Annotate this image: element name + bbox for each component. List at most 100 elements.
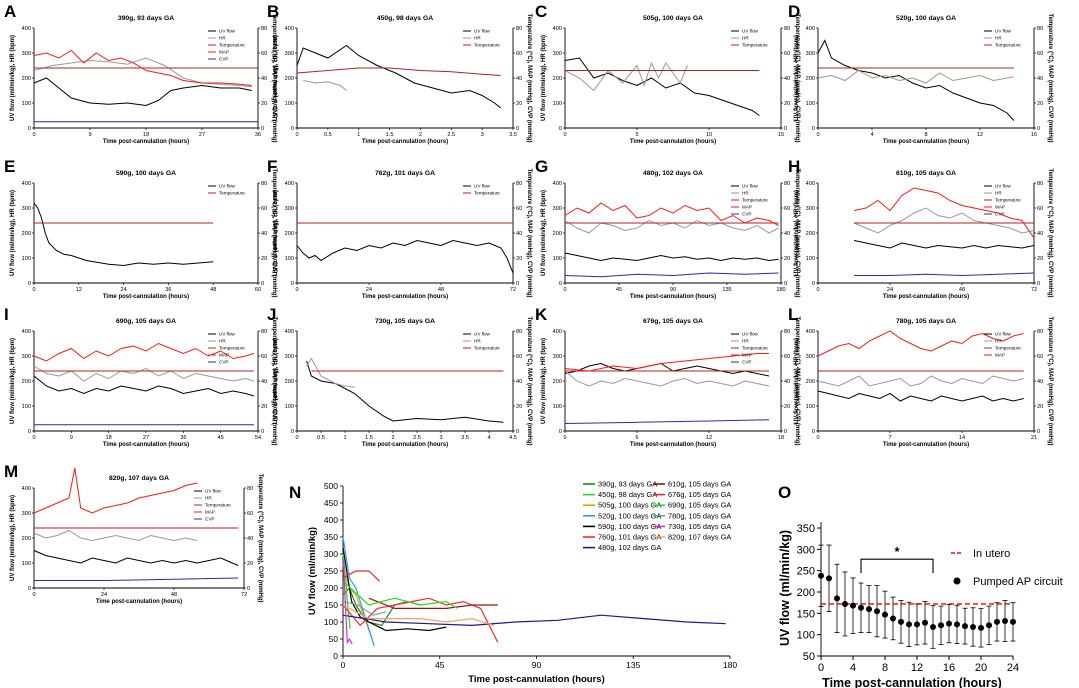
legend-label: HR: [742, 339, 749, 344]
x-tick-label: 135: [626, 660, 640, 670]
legend-label: 820g, 107 days GA: [668, 533, 731, 542]
x-tick-label: 1: [343, 435, 346, 441]
data-point: [866, 606, 872, 613]
y-axis-label: UV flow (ml/min/kg), HR (bpm): [10, 35, 16, 121]
panel-title: 762g, 101 days GA: [375, 170, 435, 177]
legend-label: MAP: [742, 353, 752, 358]
series-line: [342, 560, 353, 645]
series-line-cvp: [564, 272, 779, 278]
data-point: [986, 622, 992, 629]
y-tick-label: 200: [285, 379, 294, 385]
series-line-cvp: [854, 272, 1035, 277]
y-tick-label: 400: [285, 181, 294, 187]
legend-label: HR: [742, 36, 749, 41]
y2-tick-label: 20: [261, 404, 267, 410]
y2-tick-label: 20: [784, 256, 790, 262]
panel-title: 505g, 100 days GA: [643, 15, 703, 22]
x-axis-label: Time post-cannulation (hours): [468, 674, 605, 685]
legend-label: Pumped AP circuit: [973, 576, 1063, 588]
y2-tick-label: 60: [784, 354, 790, 360]
x-axis-label: Time post-cannulation (hours): [103, 294, 189, 300]
x-tick-label: 4: [870, 132, 873, 138]
legend-label: UV flow: [474, 332, 491, 337]
legend-label: HR: [474, 339, 481, 344]
x-tick-label: 12: [706, 435, 712, 441]
data-point: [954, 621, 960, 628]
y-axis-label: UV flow (ml/min/kg), HR (bpm): [273, 35, 279, 121]
x-tick-label: 0: [563, 435, 566, 441]
x-axis-label: Time post-cannulation (hours): [362, 442, 448, 448]
legend-label: 730g, 105 days GA: [668, 522, 731, 531]
series-line-map: [33, 49, 252, 86]
x-tick-label: 12: [977, 132, 983, 138]
y-tick-label: 400: [22, 329, 31, 335]
x-tick-label: 36: [180, 435, 186, 441]
y-axis-label: UV flow (ml/min/kg), HR (bpm): [541, 190, 547, 276]
x-axis-label: Time post-cannulation (hours): [103, 139, 189, 145]
y-tick-label: 200: [22, 379, 31, 385]
data-point: [826, 575, 832, 582]
legend-label: CVP: [219, 57, 228, 62]
series-line-uv-flow: [853, 240, 1035, 249]
x-axis-label: Time post-cannulation (hours): [362, 294, 448, 300]
series-line-uv-flow: [296, 44, 502, 109]
legend-label: UV flow: [995, 184, 1012, 189]
data-point: [898, 618, 904, 625]
legend-label: UV flow: [474, 29, 491, 34]
y-tick-label: 400: [806, 26, 815, 32]
x-tick-label: 60: [255, 287, 261, 293]
y-axis-label: UV flow (ml/min/kg): [778, 530, 792, 646]
x-tick-label: 4.5: [509, 435, 517, 441]
y-axis-label: UV flow (ml/min/kg), HR (bpm): [273, 190, 279, 276]
panel-O: O 50 100 150 200 250 300 350 0 4 8 12 16 20 24 Time pos…: [778, 483, 1063, 688]
legend-label: UV flow: [742, 184, 759, 189]
data-point: [850, 602, 856, 609]
x-axis-label: Time post-cannulation (hours): [883, 442, 969, 448]
panel-letter: N: [289, 483, 301, 502]
y2-axis-label: Temperature (°C), MAP (mmHg), CVP (mmHg): [1047, 316, 1053, 445]
panel-G: G 480g, 102 days GA 0 100 200 300 400 0 20 40 60 80…: [535, 157, 800, 300]
series-line: [342, 580, 458, 609]
x-tick-label: 12: [76, 287, 82, 293]
data-point: [1002, 618, 1008, 625]
y2-tick-label: 60: [516, 206, 522, 212]
y-tick-label: 150: [324, 600, 338, 610]
legend-label: 610g, 105 days GA: [668, 480, 731, 489]
legend-label: CVP: [219, 360, 228, 365]
x-tick-label: 12: [911, 662, 923, 674]
y-axis-label: UV flow (ml/min/kg), HR (bpm): [794, 190, 800, 276]
panel-title: 610g, 105 days GA: [896, 170, 956, 177]
y-tick-label: 100: [324, 617, 338, 627]
x-tick-label: 2: [419, 132, 422, 138]
y-tick-label: 400: [22, 26, 31, 32]
y-tick-label: 0: [812, 429, 815, 435]
panel-letter: M: [4, 462, 18, 481]
y2-axis-label: Temperature (°C), MAP (mmHg), CVP (mmHg): [526, 13, 532, 142]
panel-letter: J: [267, 305, 276, 324]
y-tick-label: 400: [553, 329, 562, 335]
data-point: [834, 595, 840, 602]
panel-title: 480g, 102 days GA: [643, 170, 703, 177]
y2-tick-label: 40: [1037, 231, 1043, 237]
y2-tick-label: 60: [247, 511, 253, 517]
x-tick-label: 48: [171, 592, 177, 598]
x-tick-label: 180: [776, 287, 785, 293]
y-tick-label: 300: [22, 511, 31, 517]
panel-letter: A: [4, 2, 16, 21]
y-tick-label: 100: [285, 404, 294, 410]
y-tick-label: 300: [806, 51, 815, 57]
y2-tick-label: 40: [516, 379, 522, 385]
y-tick-label: 0: [333, 651, 338, 661]
legend-label: UV flow: [219, 184, 236, 189]
y2-tick-label: 20: [1037, 256, 1043, 262]
legend-label: UV flow: [742, 29, 759, 34]
y-tick-label: 300: [553, 354, 562, 360]
y-tick-label: 200: [553, 231, 562, 237]
series-line-uv-flow: [817, 39, 1015, 121]
legend-label: MAP: [995, 353, 1005, 358]
y-tick-label: 100: [553, 256, 562, 262]
significance-label: *: [895, 545, 900, 559]
y-tick-label: 200: [22, 76, 31, 82]
y2-tick-label: 0: [516, 281, 519, 287]
y-tick-label: 0: [291, 281, 294, 287]
